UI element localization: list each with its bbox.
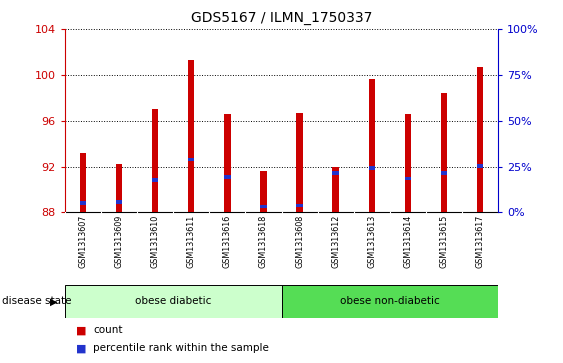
- Bar: [65, 285, 282, 318]
- Text: obese non-diabetic: obese non-diabetic: [340, 296, 440, 306]
- Bar: [152, 178, 158, 182]
- Bar: [441, 93, 448, 212]
- Text: GSM1313616: GSM1313616: [223, 215, 232, 268]
- Bar: [115, 200, 122, 204]
- Text: GSM1313614: GSM1313614: [404, 215, 413, 268]
- Text: GSM1313609: GSM1313609: [114, 215, 123, 268]
- Bar: [369, 166, 375, 170]
- Text: ▶: ▶: [50, 296, 57, 306]
- Text: GSM1313612: GSM1313612: [331, 215, 340, 268]
- Text: GSM1313610: GSM1313610: [150, 215, 159, 268]
- Bar: [282, 285, 498, 318]
- Bar: [260, 171, 267, 212]
- Text: GSM1313617: GSM1313617: [476, 215, 485, 268]
- Bar: [224, 114, 231, 212]
- Bar: [405, 114, 411, 212]
- Text: ■: ■: [76, 343, 87, 354]
- Text: GSM1313615: GSM1313615: [440, 215, 449, 268]
- Bar: [332, 167, 339, 212]
- Bar: [477, 164, 484, 168]
- Bar: [188, 60, 194, 212]
- Text: GDS5167 / ILMN_1750337: GDS5167 / ILMN_1750337: [191, 11, 372, 25]
- Text: disease state: disease state: [2, 296, 71, 306]
- Bar: [224, 175, 231, 179]
- Text: obese diabetic: obese diabetic: [135, 296, 211, 306]
- Text: count: count: [93, 325, 122, 335]
- Text: GSM1313618: GSM1313618: [259, 215, 268, 268]
- Bar: [369, 79, 375, 212]
- Text: ■: ■: [76, 325, 87, 335]
- Bar: [296, 113, 303, 212]
- Bar: [296, 204, 303, 207]
- Bar: [188, 158, 194, 162]
- Text: GSM1313611: GSM1313611: [187, 215, 196, 268]
- Bar: [260, 205, 267, 208]
- Bar: [477, 67, 484, 212]
- Text: GSM1313608: GSM1313608: [295, 215, 304, 268]
- Bar: [152, 109, 158, 212]
- Bar: [115, 164, 122, 212]
- Bar: [441, 171, 448, 175]
- Bar: [79, 153, 86, 212]
- Bar: [405, 177, 411, 180]
- Bar: [79, 201, 86, 205]
- Text: GSM1313613: GSM1313613: [367, 215, 376, 268]
- Text: percentile rank within the sample: percentile rank within the sample: [93, 343, 269, 354]
- Bar: [332, 171, 339, 175]
- Text: GSM1313607: GSM1313607: [78, 215, 87, 268]
